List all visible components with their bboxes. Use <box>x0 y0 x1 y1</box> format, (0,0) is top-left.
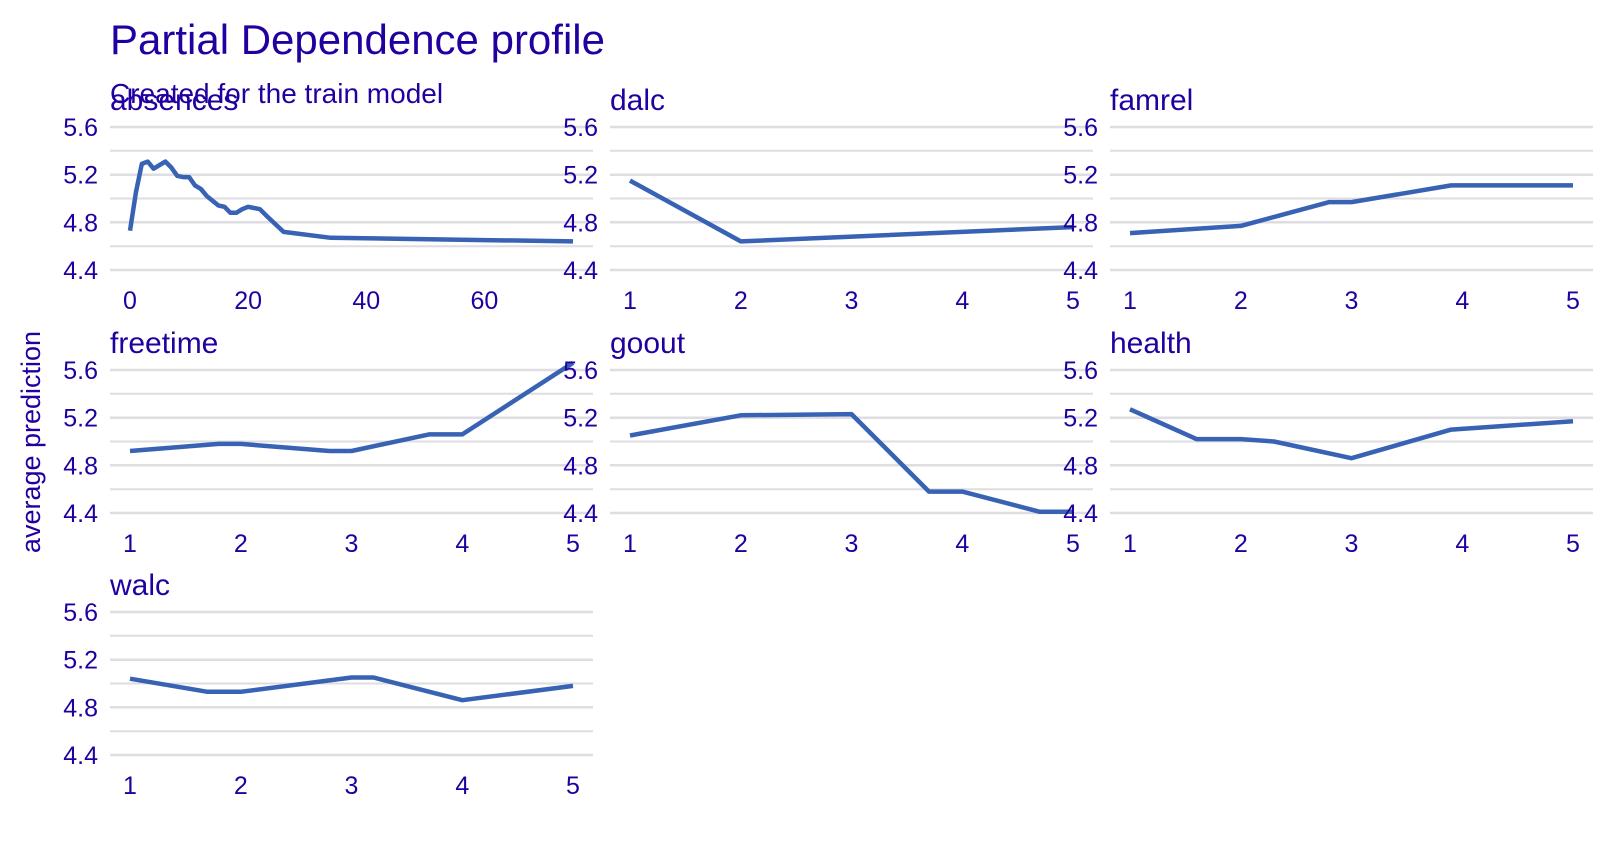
y-tick-label: 5.6 <box>63 357 98 385</box>
x-tick-label: 1 <box>123 772 137 800</box>
series-line-walc <box>129 675 574 703</box>
x-tick-label: 4 <box>455 530 469 558</box>
x-tick-label: 1 <box>1123 530 1137 558</box>
x-tick-label: 5 <box>1066 530 1080 558</box>
y-tick-label: 5.6 <box>1063 357 1098 385</box>
y-tick-label: 4.4 <box>63 257 98 285</box>
y-tick-label: 5.2 <box>63 162 98 190</box>
panel-title-freetime: freetime <box>110 327 218 360</box>
x-tick-label: 3 <box>845 287 859 315</box>
y-tick-label: 5.2 <box>63 405 98 433</box>
panel-freetime: freetime 4.4 4.8 5.2 5.6 1 2 3 4 5 <box>63 327 593 558</box>
x-tick-label: 5 <box>566 772 580 800</box>
y-tick-label: 5.2 <box>63 647 98 675</box>
x-tick-label: 3 <box>345 772 359 800</box>
series-line-famrel <box>1129 183 1573 236</box>
panel-title-health: health <box>1110 327 1192 360</box>
x-tick-label: 2 <box>234 530 248 558</box>
y-tick-label: 5.6 <box>63 114 98 142</box>
panel-absences: absences 4.4 4.8 5.2 5.6 0 20 40 60 <box>63 84 593 315</box>
series-line-freetime <box>129 360 575 454</box>
panel-title-absences: absences <box>110 84 238 117</box>
y-tick-label: 4.4 <box>63 742 98 770</box>
x-tick-label: 3 <box>845 530 859 558</box>
y-tick-label: 4.4 <box>563 500 598 528</box>
chart-title: Partial Dependence profile <box>110 16 605 63</box>
x-tick-label: 40 <box>352 287 380 315</box>
series-line-health <box>1129 407 1574 461</box>
chart-subtitle: Created for the train model <box>110 78 443 109</box>
x-tick-label: 1 <box>623 287 637 315</box>
y-tick-label: 5.6 <box>563 114 598 142</box>
x-tick-label: 4 <box>455 772 469 800</box>
x-tick-label: 5 <box>1066 287 1080 315</box>
x-tick-label: 2 <box>1234 530 1248 558</box>
x-tick-label: 3 <box>345 530 359 558</box>
y-tick-label: 5.2 <box>563 405 598 433</box>
y-tick-label: 5.6 <box>1063 114 1098 142</box>
panel-health: health 4.4 4.8 5.2 5.6 1 2 3 4 5 <box>1063 327 1593 558</box>
panel-title-walc: walc <box>109 569 170 602</box>
y-tick-label: 5.2 <box>1063 405 1098 433</box>
x-tick-label: 0 <box>123 287 137 315</box>
facet-panels: absences 4.4 4.8 5.2 5.6 0 20 40 60 dalc 4.4 4.8 5.2… <box>63 84 1593 800</box>
y-tick-label: 4.8 <box>63 694 98 722</box>
y-tick-label: 5.6 <box>563 357 598 385</box>
x-tick-label: 2 <box>234 772 248 800</box>
x-tick-label: 1 <box>1123 287 1137 315</box>
panel-title-dalc: dalc <box>610 84 665 117</box>
y-axis-label: average prediction <box>16 331 46 553</box>
y-tick-label: 4.8 <box>563 209 598 237</box>
x-tick-label: 5 <box>1566 287 1580 315</box>
x-tick-label: 2 <box>1234 287 1248 315</box>
x-tick-label: 1 <box>123 530 137 558</box>
x-tick-label: 4 <box>955 530 969 558</box>
y-tick-label: 4.4 <box>63 500 98 528</box>
x-tick-label: 3 <box>1345 530 1359 558</box>
x-tick-label: 60 <box>470 287 498 315</box>
x-tick-label: 4 <box>955 287 969 315</box>
series-line-dalc <box>628 178 1074 244</box>
y-tick-label: 5.2 <box>563 162 598 190</box>
x-tick-label: 2 <box>734 530 748 558</box>
y-tick-label: 4.8 <box>63 452 98 480</box>
y-tick-label: 4.4 <box>563 257 598 285</box>
panel-famrel: famrel 4.4 4.8 5.2 5.6 1 2 3 4 5 <box>1063 84 1593 315</box>
panel-title-goout: goout <box>610 327 686 360</box>
y-tick-label: 4.4 <box>1063 257 1098 285</box>
y-tick-label: 5.6 <box>63 599 98 627</box>
x-tick-label: 4 <box>1455 530 1469 558</box>
panel-walc: walc 4.4 4.8 5.2 5.6 1 2 3 4 5 <box>63 569 593 800</box>
y-tick-label: 5.2 <box>1063 162 1098 190</box>
x-tick-label: 1 <box>623 530 637 558</box>
y-tick-label: 4.8 <box>1063 452 1098 480</box>
y-tick-label: 4.8 <box>1063 209 1098 237</box>
panel-goout: goout 4.4 4.8 5.2 5.6 1 2 3 4 5 <box>563 327 1093 558</box>
y-tick-label: 4.8 <box>63 209 98 237</box>
x-tick-label: 20 <box>234 287 262 315</box>
x-tick-label: 5 <box>566 530 580 558</box>
panel-title-famrel: famrel <box>1110 84 1193 117</box>
series-line-goout <box>629 411 1073 515</box>
y-tick-label: 4.4 <box>1063 500 1098 528</box>
x-tick-label: 4 <box>1455 287 1469 315</box>
series-line-absences <box>127 159 574 244</box>
y-tick-label: 4.8 <box>563 452 598 480</box>
panel-dalc: dalc 4.4 4.8 5.2 5.6 1 2 3 4 5 <box>563 84 1093 315</box>
x-tick-label: 2 <box>734 287 748 315</box>
x-tick-label: 5 <box>1566 530 1580 558</box>
x-tick-label: 3 <box>1345 287 1359 315</box>
